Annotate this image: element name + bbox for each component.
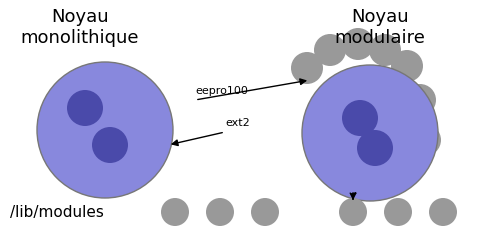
Circle shape bbox=[206, 198, 234, 226]
Circle shape bbox=[67, 90, 103, 126]
Text: /lib/modules: /lib/modules bbox=[10, 205, 104, 219]
Circle shape bbox=[291, 52, 323, 84]
Circle shape bbox=[409, 124, 441, 156]
Circle shape bbox=[92, 127, 128, 163]
Circle shape bbox=[161, 198, 189, 226]
Circle shape bbox=[342, 28, 374, 60]
Circle shape bbox=[314, 34, 346, 66]
Text: eepro100: eepro100 bbox=[195, 86, 248, 96]
Circle shape bbox=[251, 198, 279, 226]
Circle shape bbox=[391, 50, 423, 82]
Circle shape bbox=[339, 198, 367, 226]
Circle shape bbox=[384, 198, 412, 226]
Circle shape bbox=[357, 130, 393, 166]
Text: ext2: ext2 bbox=[225, 118, 250, 128]
Circle shape bbox=[369, 34, 401, 66]
Text: Noyau
monolithique: Noyau monolithique bbox=[21, 8, 139, 47]
Circle shape bbox=[429, 198, 457, 226]
Text: Noyau
modulaire: Noyau modulaire bbox=[334, 8, 426, 47]
Circle shape bbox=[37, 62, 173, 198]
Circle shape bbox=[342, 100, 378, 136]
Circle shape bbox=[404, 84, 436, 116]
Circle shape bbox=[302, 65, 438, 201]
